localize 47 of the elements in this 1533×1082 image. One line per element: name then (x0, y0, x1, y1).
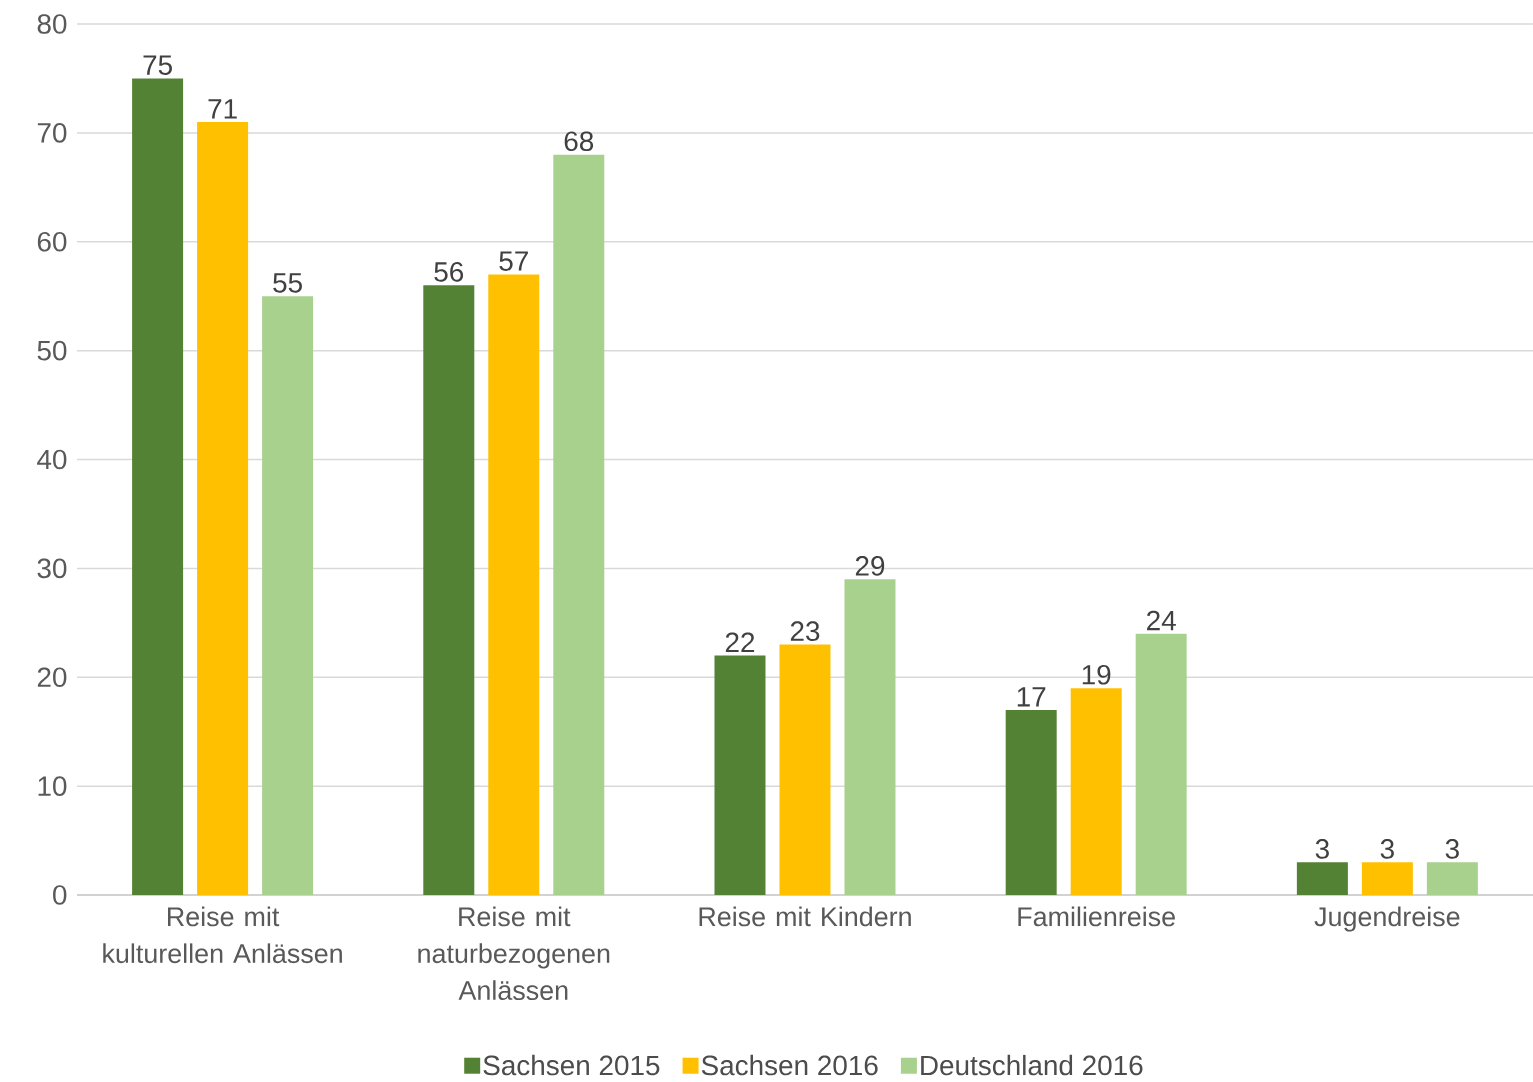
bar (262, 296, 314, 895)
bar (1296, 862, 1348, 895)
x-tick-label: Jugendreise (1314, 906, 1460, 932)
data-label: 24 (1147, 610, 1176, 631)
data-label: 19 (1082, 664, 1111, 685)
bar (1361, 862, 1413, 895)
x-tick-label: Familienreise (1018, 906, 1175, 927)
y-tick-label: 40 (37, 449, 67, 470)
bar (1426, 862, 1478, 895)
legend-label: Sachsen 2015 (483, 1054, 660, 1076)
bar (1135, 633, 1187, 895)
bar (779, 644, 831, 895)
y-tick-label: 0 (53, 885, 67, 905)
data-label: 17 (1017, 687, 1046, 707)
y-tick-label: 30 (37, 558, 67, 579)
bar (1005, 709, 1057, 895)
legend-label: Deutschland 2016 (921, 1054, 1143, 1076)
data-label: 3 (1445, 839, 1459, 859)
y-tick-label: 10 (38, 776, 67, 796)
data-label: 56 (434, 262, 464, 282)
data-label: 22 (725, 632, 755, 652)
y-tick-label: 50 (37, 340, 67, 361)
x-tick-label: Reise mit naturbezogenen Anlässen (418, 906, 610, 1000)
y-tick-label: 20 (37, 667, 67, 688)
y-tick-label: 80 (37, 14, 67, 34)
bar (714, 655, 766, 895)
y-tick-label: 70 (37, 123, 67, 143)
x-tick-label: Reise mit kulturellen Anlässen (103, 906, 342, 964)
y-tick-label: 60 (37, 231, 67, 252)
bar (844, 579, 896, 895)
bar (553, 154, 605, 895)
data-label: 29 (855, 556, 885, 576)
data-label: 71 (208, 99, 237, 119)
bar (132, 78, 184, 895)
data-label: 57 (499, 251, 528, 271)
legend-label: Sachsen 2016 (701, 1054, 878, 1076)
data-label: 23 (790, 621, 820, 642)
data-label: 3 (1315, 839, 1329, 859)
data-label: 55 (273, 273, 302, 293)
bar (197, 121, 249, 895)
bar (1070, 688, 1122, 895)
data-label: 68 (564, 131, 594, 152)
x-tick-label: Reise mit Kindern (699, 906, 911, 927)
bar (423, 285, 475, 895)
data-label: 75 (143, 55, 172, 75)
bar (488, 274, 540, 895)
data-label: 3 (1380, 839, 1394, 859)
